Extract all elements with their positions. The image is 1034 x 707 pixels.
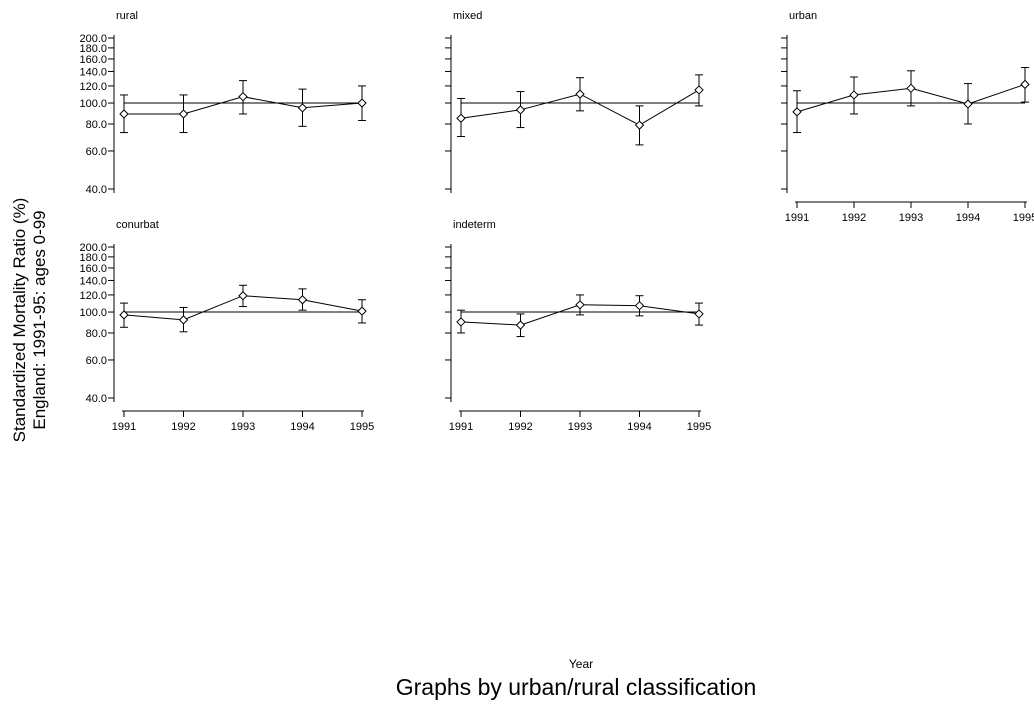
x-tick-label: 1991 [449,421,473,433]
y-tick-label: 200.0 [79,242,107,254]
data-point [357,98,367,108]
y-tick-label: 120.0 [79,290,107,302]
data-point [456,317,466,327]
data-point [906,83,916,94]
y-tick-label: 40.0 [86,184,107,196]
data-point [575,300,585,310]
y-tick-label: 100.0 [79,98,107,110]
y-tick-label: 80.0 [86,328,107,340]
panel-title: indeterm [453,219,496,231]
panel-rural: rural 40.0 60.0 80.0 100.0 120.0 140.0160.0180… [79,10,367,196]
data-point [1020,79,1030,90]
panel-title: mixed [453,10,482,22]
panel-title: urban [789,10,817,22]
panels-group: rural40.060.080.0100.0120.0140.0160.0180… [79,10,1034,433]
data-point [963,99,973,109]
x-tick-label: 1993 [231,421,255,433]
data-point [238,291,248,301]
y-axis-title-line2: England: 1991-95: ages 0-99 [30,210,49,429]
data-point [634,300,645,311]
data-point [357,306,367,316]
panel-mixed: mixed [445,10,704,193]
x-tick-label: 1991 [785,212,809,224]
data-point [238,91,248,102]
y-tick-label: 140.0 [79,275,107,287]
x-tick-label: 1995 [1013,212,1034,224]
x-tick-label: 1994 [627,421,651,433]
data-point [515,105,526,115]
y-tick-label: 160.0 [79,263,107,275]
data-point [178,315,189,325]
figure-caption: Graphs by urban/rural classification [396,674,757,700]
data-point [575,89,585,99]
y-tick-label: 180.0 [79,252,107,264]
x-tick-label: 1995 [350,421,374,433]
x-tick-label: 1991 [112,421,136,433]
x-tick-label: 1995 [687,421,711,433]
x-axis-title: Year [569,657,593,671]
x-tick-label: 1992 [171,421,195,433]
y-tick-label: 160.0 [79,54,107,66]
panel-conurbat: conurbat 40.0 60.0 80.0 100.0 120.0 140.0160.0… [79,219,374,433]
data-point [694,309,704,319]
x-tick-label: 1992 [842,212,866,224]
data-point [694,85,704,95]
x-tick-label: 1993 [568,421,592,433]
y-tick-label: 200.0 [79,33,107,45]
y-tick-label: 100.0 [79,307,107,319]
panel-indeterm: indeterm 1991 1992 1993 1994 1995 [445,219,711,433]
data-point [634,120,645,130]
y-tick-label: 60.0 [86,355,107,367]
data-point [849,90,859,100]
x-tick-label: 1993 [899,212,923,224]
data-point [178,109,189,119]
y-axis-title-line1: Standardized Mortality Ratio (%) [10,198,29,443]
y-tick-label: 80.0 [86,119,107,131]
x-tick-label: 1994 [956,212,980,224]
data-point [297,295,308,305]
data-point [456,113,466,123]
data-point [297,103,308,113]
data-point [119,109,129,119]
y-tick-label: 60.0 [86,146,107,158]
y-tick-label: 180.0 [79,43,107,55]
y-tick-label: 40.0 [86,393,107,405]
y-tick-label: 140.0 [79,66,107,78]
panel-urban: urban 1991 1992 1993 1994 1995 [781,10,1034,224]
y-tick-label: 120.0 [79,81,107,93]
panel-title: rural [116,10,138,22]
x-tick-label: 1994 [290,421,314,433]
data-point [515,320,526,330]
data-point [119,310,129,320]
x-tick-label: 1992 [508,421,532,433]
data-point [792,107,802,117]
panel-title: conurbat [116,219,159,231]
